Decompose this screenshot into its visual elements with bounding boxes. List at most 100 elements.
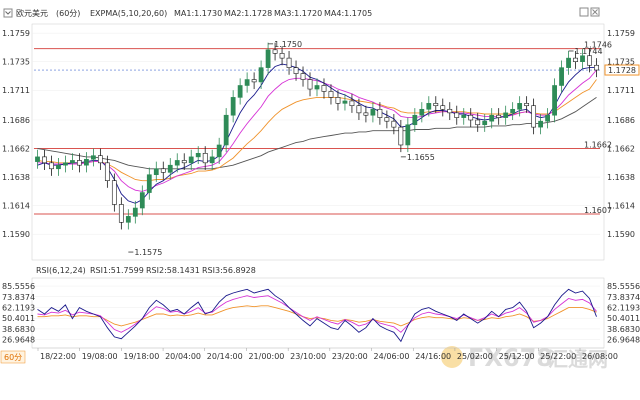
rsi-tick-left: 26.9648 (2, 336, 35, 345)
candle-body (272, 49, 278, 54)
candle-body (56, 164, 61, 170)
candle-body (279, 53, 285, 59)
candle-body (587, 55, 592, 66)
candle-body (496, 114, 502, 118)
candle-body (84, 158, 89, 166)
annotations: 1.1750 1.1575 1.1655 1.1744 (128, 40, 603, 257)
rsi-tick-right: 85.5556 (607, 282, 640, 291)
time-tick-label: 21/00:00 (248, 352, 284, 361)
annotation-label: 1.1575 (134, 248, 162, 257)
candle-body (286, 57, 292, 68)
price-tick-left: 1.1662 (2, 145, 30, 154)
rsi3-line (37, 305, 597, 327)
window-button[interactable] (579, 7, 589, 17)
candle-body (510, 108, 516, 114)
rsi-tick-right: 38.6830 (607, 325, 640, 334)
close-icon (592, 9, 598, 15)
candle-body (300, 73, 306, 80)
candle-body (440, 105, 446, 110)
candle-body (160, 168, 166, 173)
watermark-brand: FX678 (468, 344, 553, 372)
price-tick-right: 1.1638 (607, 173, 635, 182)
horizontal-lines: 1.1746 1.1662 1.1607 (34, 41, 612, 215)
rsi-lines (37, 288, 597, 343)
rsi1-value: RSI1:51.7599 (90, 266, 144, 275)
candle-body (49, 162, 54, 170)
watermark-logo-icon (441, 346, 463, 368)
current-price-tag: 1.1728 (604, 64, 640, 76)
candle-body (209, 156, 215, 164)
rsi-tick-right: 50.4011 (607, 314, 640, 323)
candle-body (412, 114, 418, 126)
period-badge[interactable] (0, 350, 26, 364)
price-tick-left: 1.1759 (2, 29, 30, 38)
candle-body (356, 105, 362, 114)
candle-body (405, 124, 411, 146)
candle-body (188, 156, 194, 164)
candles (35, 42, 599, 230)
symbol-label: 欧元美元 (16, 8, 48, 18)
dropdown-icon[interactable] (3, 8, 13, 18)
time-tick-label: 23/10:00 (290, 352, 326, 361)
candle-body (125, 216, 131, 223)
close-button[interactable] (590, 7, 600, 17)
candle-body (580, 55, 585, 62)
rsi-tick-left: 62.1193 (2, 303, 35, 312)
candle-body (482, 120, 488, 126)
candle-body (314, 85, 320, 90)
annotation-label: 1.1750 (274, 40, 302, 49)
candle-body (104, 162, 110, 181)
candle-body (77, 160, 82, 166)
price-axis-ticks: 1.1759 1.1759 1.1735 1.1735 1.1711 1.1711 1.16… (2, 29, 635, 239)
time-tick-label: 19/08:00 (82, 352, 118, 361)
candle-body (181, 160, 187, 164)
rsi1-line (37, 288, 597, 343)
candle-body (503, 112, 509, 118)
time-tick-label: 25/12:00 (499, 352, 535, 361)
rsi-tick-left: 38.6830 (2, 325, 35, 334)
time-tick-label: 19/18:00 (123, 352, 159, 361)
rsi2-line (37, 295, 597, 333)
candle-body (468, 114, 474, 121)
price-tick-left: 1.1590 (2, 230, 30, 239)
candle-body (321, 85, 327, 92)
ma2-value: MA2:1.1728 (224, 9, 272, 18)
candle-body (63, 162, 68, 166)
rsi-grid (32, 285, 600, 340)
ma4-line (37, 97, 597, 170)
candle-body (594, 64, 599, 71)
indicator-label: EXPMA(5,10,20,60) (90, 9, 167, 18)
rsi-header: RSI(6,12,24) RSI1:51.7599 RSI2:58.1431 R… (36, 266, 256, 275)
candle-body (202, 153, 208, 164)
rsi-tick-left: 85.5556 (2, 282, 35, 291)
candle-body (377, 108, 383, 118)
candle-body (70, 160, 75, 164)
price-tick-left: 1.1735 (2, 58, 30, 67)
candle-body (545, 114, 550, 122)
candle-body (293, 67, 299, 74)
time-tick-label: 20/04:00 (165, 352, 201, 361)
watermark-cn: 汇通网 (548, 347, 608, 371)
candle-body (167, 164, 173, 173)
current-price-label: 1.1728 (608, 66, 636, 75)
price-tick-left: 1.1614 (2, 202, 30, 211)
time-axis-ticks: 18/22:00 19/08:00 19/18:00 20/04:00 20/14:00… (37, 348, 618, 361)
candle-body (370, 108, 376, 116)
price-tick-right: 1.1590 (607, 230, 635, 239)
time-tick-label: 18/22:00 (40, 352, 76, 361)
candle-body (524, 103, 530, 107)
candle-body (146, 174, 152, 193)
candle-body (132, 207, 138, 217)
candle-body (454, 112, 460, 118)
candle-body (419, 108, 425, 116)
rsi3-value: RSI3:56.8928 (202, 266, 256, 275)
candle-body (230, 97, 236, 116)
horizontal-line-label: 1.1607 (584, 206, 612, 215)
candle-body (244, 79, 250, 86)
current-price-box (604, 64, 640, 76)
time-tick-label: 23/20:00 (332, 352, 368, 361)
rsi-tick-right: 73.8374 (607, 293, 640, 302)
time-tick-label: 24/16:00 (415, 352, 451, 361)
